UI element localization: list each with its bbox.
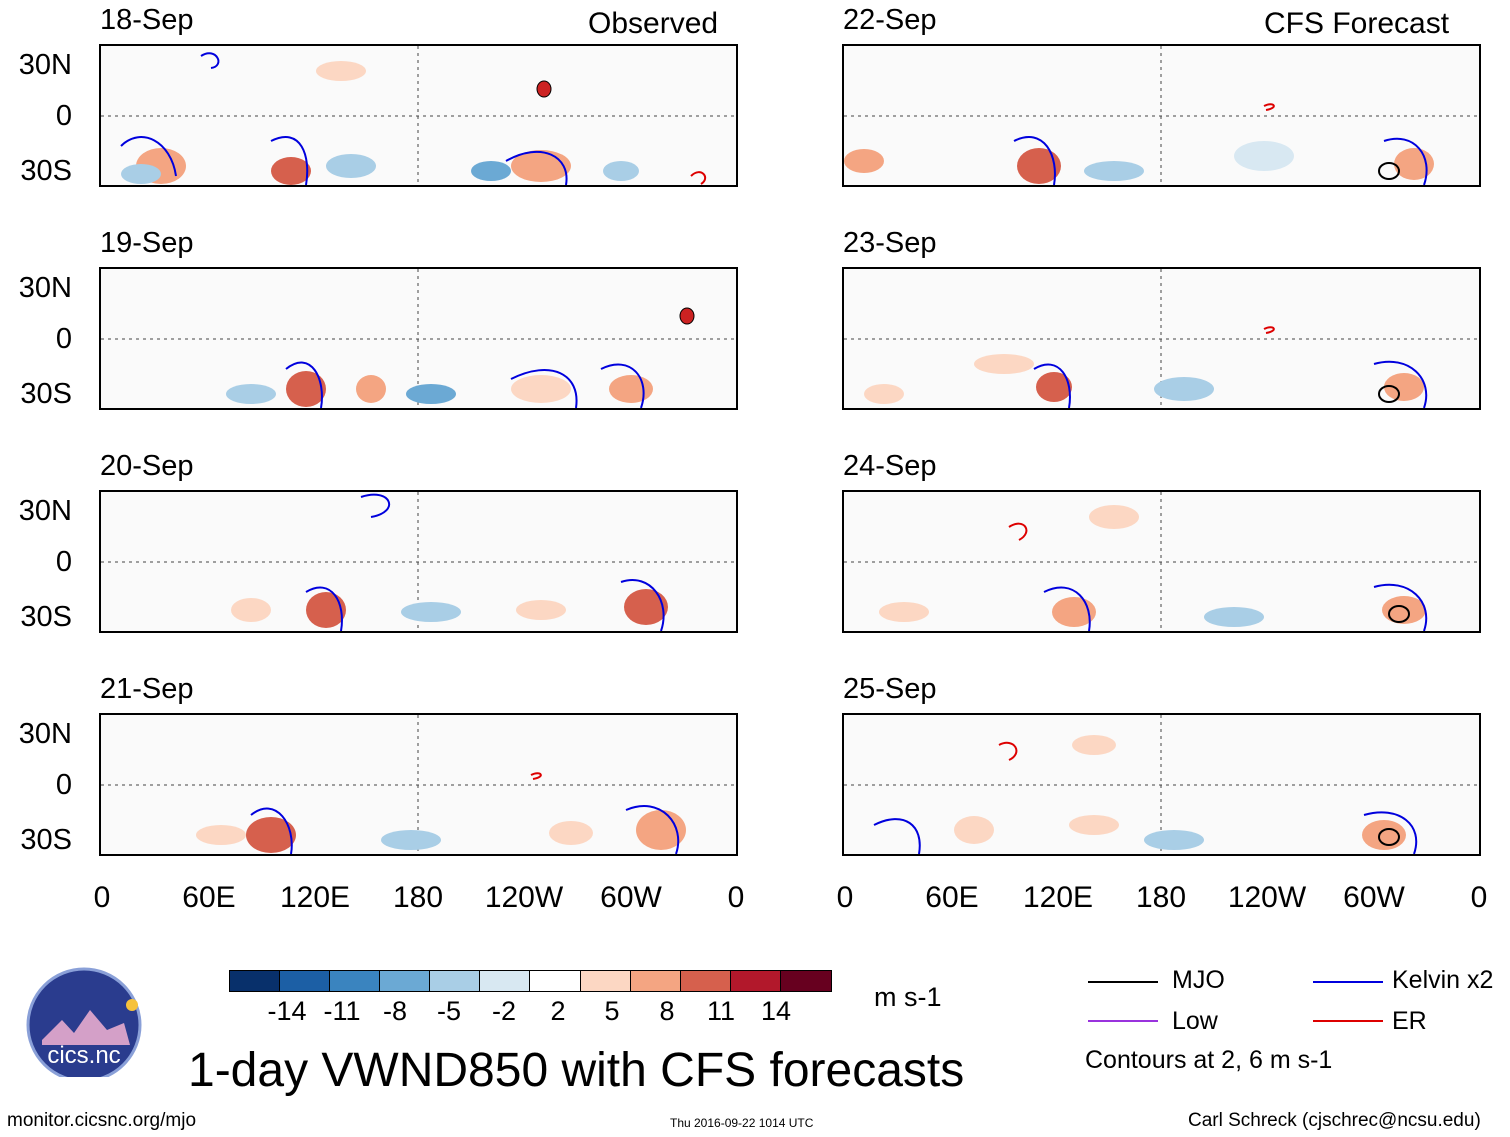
x-tick-left-120w: 120W (484, 881, 564, 914)
legend-line-er (1313, 1020, 1383, 1022)
colorbar-swatch (280, 971, 331, 991)
map-plot (101, 46, 736, 185)
x-tick-right-120e: 120E (1022, 881, 1094, 914)
colorbar-tick: 2 (550, 996, 566, 1026)
svg-text:cics.nc: cics.nc (47, 1042, 120, 1069)
map-plot (844, 492, 1479, 631)
panel-date-forecast-3: 24-Sep (843, 450, 937, 482)
colorbar-tick: 5 (604, 996, 620, 1026)
colorbar-swatch (230, 971, 281, 991)
map-panel-forecast-2 (842, 267, 1481, 410)
y-tick-30s-1: 30S (20, 155, 72, 187)
footer-credit: Carl Schreck (cjschrec@ncsu.edu) (1188, 1110, 1481, 1131)
y-tick-30n-4: 30N (18, 718, 72, 750)
colorbar-swatch (330, 971, 381, 991)
x-tick-left-180: 180 (392, 881, 444, 914)
colorbar-tick: -2 (491, 996, 516, 1026)
y-tick-30n-1: 30N (18, 49, 72, 81)
x-tick-right-60w: 60W (1343, 881, 1405, 914)
map-plot (844, 715, 1479, 854)
colorbar-tick: -11 (323, 996, 361, 1026)
y-tick-30n-2: 30N (18, 272, 72, 304)
map-plot (101, 269, 736, 408)
panel-date-observed-4: 21-Sep (100, 673, 194, 705)
y-tick-30s-4: 30S (20, 824, 72, 856)
map-panel-observed-3 (99, 490, 738, 633)
panel-date-forecast-4: 25-Sep (843, 673, 937, 705)
colorbar-tick: -5 (436, 996, 461, 1026)
footer-url: monitor.cicsnc.org/mjo (7, 1110, 197, 1131)
colorbar-swatch (480, 971, 531, 991)
legend-label-er: ER (1392, 1007, 1427, 1035)
x-tick-right-0: 0 (836, 881, 854, 914)
y-tick-0-1: 0 (55, 100, 72, 132)
colorbar-swatch (430, 971, 481, 991)
colorbar-swatch (680, 971, 731, 991)
observed-title: Observed (588, 7, 719, 40)
forecast-title: CFS Forecast (1264, 7, 1450, 40)
legend-line-low (1088, 1020, 1158, 1022)
legend-line-mjo (1088, 981, 1158, 983)
x-tick-right-60e: 60E (925, 881, 979, 914)
map-panel-observed-4 (99, 713, 738, 856)
cics-logo: cics.nc (12, 965, 156, 1083)
panel-date-observed-3: 20-Sep (100, 450, 194, 482)
x-tick-left-60e: 60E (182, 881, 236, 914)
colorbar-swatch (530, 971, 581, 991)
map-plot (101, 715, 736, 854)
map-panel-forecast-1 (842, 44, 1481, 187)
x-tick-right-180: 180 (1135, 881, 1187, 914)
colorbar-swatch (580, 971, 631, 991)
y-tick-0-2: 0 (55, 323, 72, 355)
map-panel-forecast-3 (842, 490, 1481, 633)
legend-label-mjo: MJO (1172, 966, 1225, 994)
colorbar (229, 970, 832, 992)
main-title: 1-day VWND850 with CFS forecasts (188, 1044, 965, 1097)
map-panel-observed-2 (99, 267, 738, 410)
panel-date-observed-2: 19-Sep (100, 227, 194, 259)
legend-label-low: Low (1172, 1007, 1218, 1035)
x-tick-left-0: 0 (93, 881, 111, 914)
y-tick-30s-3: 30S (20, 601, 72, 633)
colorbar-tick: 8 (659, 996, 675, 1026)
y-tick-0-3: 0 (55, 546, 72, 578)
map-panel-observed-1 (99, 44, 738, 187)
colorbar-units: m s-1 (874, 982, 942, 1012)
footer-timestamp: Thu 2016-09-22 1014 UTC (670, 1116, 814, 1130)
x-tick-left-end: 0 (727, 881, 745, 914)
x-tick-left-120e: 120E (279, 881, 351, 914)
colorbar-tick: 11 (706, 996, 736, 1026)
colorbar-swatch (780, 971, 831, 991)
y-tick-0-4: 0 (55, 769, 72, 801)
map-plot (101, 492, 736, 631)
colorbar-swatch (380, 971, 431, 991)
colorbar-tick: -8 (382, 996, 407, 1026)
colorbar-swatch (730, 971, 781, 991)
x-tick-right-120w: 120W (1227, 881, 1307, 914)
legend-note: Contours at 2, 6 m s-1 (1085, 1046, 1333, 1074)
colorbar-tick: 14 (760, 996, 792, 1026)
panel-date-forecast-2: 23-Sep (843, 227, 937, 259)
panel-date-forecast-1: 22-Sep (843, 4, 937, 36)
map-plot (844, 269, 1479, 408)
colorbar-swatch (630, 971, 681, 991)
colorbar-tick: -14 (267, 996, 307, 1026)
map-plot (844, 46, 1479, 185)
x-tick-left-60w: 60W (600, 881, 662, 914)
y-tick-30s-2: 30S (20, 378, 72, 410)
panel-date-observed-1: 18-Sep (100, 4, 194, 36)
x-tick-right-end: 0 (1470, 881, 1488, 914)
map-panel-forecast-4 (842, 713, 1481, 856)
y-tick-30n-3: 30N (18, 495, 72, 527)
legend-label-kelvin: Kelvin x2 (1392, 966, 1494, 994)
legend-line-kelvin (1313, 981, 1383, 983)
